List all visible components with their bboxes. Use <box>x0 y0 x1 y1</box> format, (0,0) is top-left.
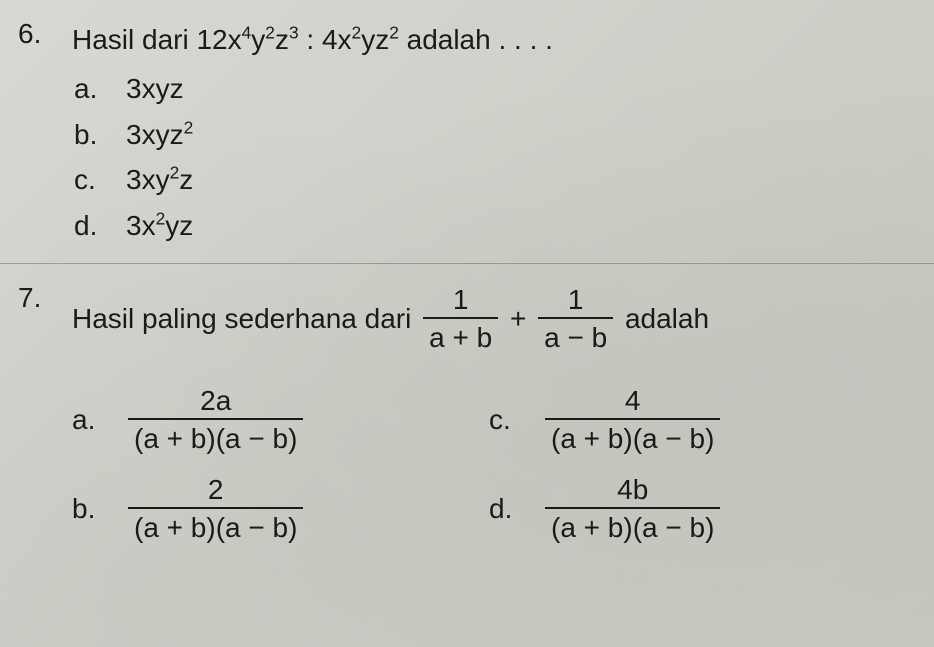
q6-colon: : <box>299 24 322 55</box>
q7-text: Hasil paling sederhana dari 1 a + b + 1 … <box>72 282 906 357</box>
q7-frac-2: 1 a − b <box>538 282 613 357</box>
q6-opt-d-pre: 3x <box>126 210 156 241</box>
q7-opt-a-frac: 2a (a + b)(a − b) <box>128 383 303 458</box>
q7-f2-num: 1 <box>538 282 613 319</box>
question-7: 7. Hasil paling sederhana dari 1 a + b +… <box>10 282 906 554</box>
q7-opt-b: b. 2 (a + b)(a − b) <box>72 472 489 547</box>
q6-opt-d-value: 3x2yz <box>126 204 193 247</box>
q7-opt-b-den: (a + b)(a − b) <box>128 509 303 547</box>
q7-opt-a-num: 2a <box>128 383 303 420</box>
q6-expr-b-yz: yz <box>361 24 389 55</box>
q6-opt-b: b. 3xyz2 <box>74 113 906 156</box>
q7-opt-c: c. 4 (a + b)(a − b) <box>489 383 906 458</box>
q7-text-post: adalah <box>625 290 709 349</box>
q6-expr-a: 12x4y2z3 <box>196 24 298 55</box>
q6-opt-b-sup: 2 <box>184 117 194 137</box>
q7-opt-c-num: 4 <box>545 383 720 420</box>
q6-opt-d-post: yz <box>165 210 193 241</box>
q6-expr-b: 4x2yz2 <box>322 24 399 55</box>
q6-opt-a: a. 3xyz <box>74 67 906 110</box>
q6-expr-b-coef: 4x <box>322 24 352 55</box>
q7-number: 7. <box>10 282 72 554</box>
q7-f1-num: 1 <box>423 282 498 319</box>
q6-expr-a-y: y <box>251 24 265 55</box>
q6-expr-a-z: z <box>275 24 289 55</box>
q6-text-pre: Hasil dari <box>72 24 196 55</box>
q6-number: 6. <box>10 18 72 249</box>
q6-opt-b-value: 3xyz2 <box>126 113 193 156</box>
q7-opt-a-den: (a + b)(a − b) <box>128 420 303 458</box>
q7-opt-d-num: 4b <box>545 472 720 509</box>
q6-opt-d: d. 3x2yz <box>74 204 906 247</box>
q7-opt-a: a. 2a (a + b)(a − b) <box>72 383 489 458</box>
q6-opt-c-value: 3xy2z <box>126 158 193 201</box>
q6-expr-b-e1: 2 <box>352 23 362 43</box>
q7-text-pre: Hasil paling sederhana dari <box>72 290 411 349</box>
q7-opt-d: d. 4b (a + b)(a − b) <box>489 472 906 547</box>
q6-options: a. 3xyz b. 3xyz2 c. 3xy2z d. 3x <box>72 67 906 247</box>
q6-text-post: adalah . . . . <box>399 24 553 55</box>
q6-text: Hasil dari 12x4y2z3 : 4x2yz2 adalah . . … <box>72 18 906 61</box>
q6-opt-a-pre: 3xyz <box>126 73 184 104</box>
q6-expr-a-e2: 2 <box>265 23 275 43</box>
q7-opt-c-letter: c. <box>489 404 541 436</box>
q6-opt-b-pre: 3xyz <box>126 119 184 150</box>
q6-expr-a-e3: 3 <box>289 23 299 43</box>
q7-opt-d-frac: 4b (a + b)(a − b) <box>545 472 720 547</box>
q6-expr-a-coef: 12x <box>196 24 241 55</box>
q6-opt-a-letter: a. <box>74 67 126 110</box>
q7-opt-row-1: a. 2a (a + b)(a − b) c. 4 (a + b)(a − b) <box>72 383 906 458</box>
q6-expr-a-e1: 4 <box>242 23 252 43</box>
q7-opt-d-letter: d. <box>489 493 541 525</box>
q6-opt-c-pre: 3xy <box>126 164 170 195</box>
q7-opt-a-letter: a. <box>72 404 124 436</box>
q7-opt-row-2: b. 2 (a + b)(a − b) d. 4b (a + b)(a − b) <box>72 472 906 547</box>
q7-frac-1: 1 a + b <box>423 282 498 357</box>
q6-opt-c-letter: c. <box>74 158 126 201</box>
q6-opt-c: c. 3xy2z <box>74 158 906 201</box>
q6-body: Hasil dari 12x4y2z3 : 4x2yz2 adalah . . … <box>72 18 906 249</box>
question-6: 6. Hasil dari 12x4y2z3 : 4x2yz2 adalah .… <box>10 18 906 249</box>
q7-options: a. 2a (a + b)(a − b) c. 4 (a + b)(a − b) <box>72 383 906 547</box>
q7-opt-b-frac: 2 (a + b)(a − b) <box>128 472 303 547</box>
q7-f1-den: a + b <box>423 319 498 357</box>
q7-plus: + <box>510 290 526 349</box>
q7-body: Hasil paling sederhana dari 1 a + b + 1 … <box>72 282 906 554</box>
divider-line <box>0 263 934 264</box>
q7-opt-c-den: (a + b)(a − b) <box>545 420 720 458</box>
q6-opt-d-sup: 2 <box>156 208 166 228</box>
q7-opt-b-num: 2 <box>128 472 303 509</box>
q6-opt-d-letter: d. <box>74 204 126 247</box>
q6-expr-b-e2: 2 <box>389 23 399 43</box>
q7-opt-b-letter: b. <box>72 493 124 525</box>
q6-opt-c-sup: 2 <box>170 163 180 183</box>
q6-opt-b-letter: b. <box>74 113 126 156</box>
q7-opt-d-den: (a + b)(a − b) <box>545 509 720 547</box>
q7-f2-den: a − b <box>538 319 613 357</box>
q6-opt-c-post: z <box>179 164 193 195</box>
q6-opt-a-value: 3xyz <box>126 67 184 110</box>
q7-opt-c-frac: 4 (a + b)(a − b) <box>545 383 720 458</box>
